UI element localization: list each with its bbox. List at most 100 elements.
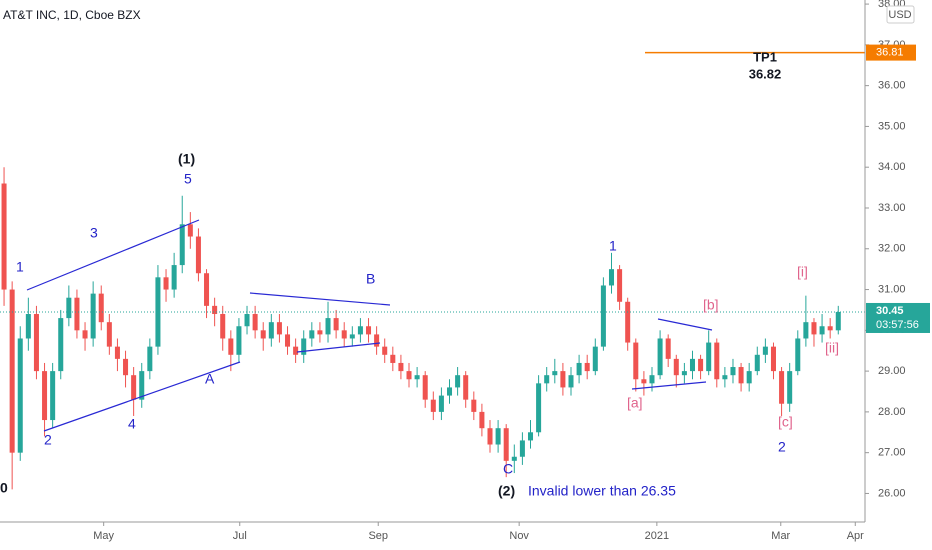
wave-label: 0 — [0, 480, 8, 496]
candle-body — [592, 346, 598, 372]
candle-body — [317, 330, 323, 335]
candle-body — [608, 269, 615, 286]
plot-area — [0, 51, 865, 490]
candle-body — [422, 375, 428, 400]
candle-body — [754, 354, 760, 372]
candle-body — [479, 411, 485, 429]
candle-body — [438, 395, 444, 412]
wave-label: 2 — [778, 439, 786, 455]
trend-line — [43, 361, 241, 432]
candle-body — [285, 334, 291, 347]
candle-body — [187, 224, 193, 237]
candle-body — [220, 314, 226, 339]
candle-body — [600, 285, 606, 347]
trend-line — [26, 219, 200, 291]
candle-body — [155, 277, 161, 347]
candle-body — [511, 456, 517, 461]
candle-body — [779, 371, 785, 404]
price-tags: 30.45 03:57:56 36.81 — [866, 44, 930, 333]
wave-label: A — [205, 371, 215, 387]
wave-label: (1) — [178, 151, 195, 167]
candle-body — [341, 330, 347, 339]
candle-body — [722, 375, 728, 380]
wave-label: B — [366, 271, 375, 287]
candle-body — [819, 326, 825, 335]
candle-body — [131, 375, 137, 400]
x-tick-label: Mar — [771, 530, 790, 542]
countdown: 03:57:56 — [876, 319, 919, 331]
currency: USD — [888, 9, 911, 21]
candle-body — [98, 293, 104, 323]
candle-body — [179, 224, 185, 266]
trend-line — [631, 381, 707, 390]
candle-body — [455, 375, 461, 388]
wave-label: [i] — [797, 264, 808, 280]
wave-label: 3 — [90, 225, 98, 241]
candle-body — [471, 399, 477, 412]
candle-body — [730, 367, 736, 376]
candle-body — [58, 318, 64, 372]
candle-body — [268, 322, 274, 339]
currency-box — [886, 5, 915, 24]
candle-body — [681, 371, 687, 376]
candle-body — [17, 338, 23, 453]
tp-label: TP1 — [753, 49, 777, 64]
candle-body — [66, 297, 72, 319]
candle-body — [309, 330, 315, 339]
wave-label: [ii] — [825, 340, 839, 356]
y-tick-label: 31.00 — [878, 283, 906, 295]
last-price-label: 30.45 — [876, 305, 904, 317]
candle-body — [544, 375, 550, 384]
candle-body — [762, 346, 768, 355]
candle-body — [787, 371, 793, 404]
candle-body — [536, 383, 542, 433]
candle-body — [576, 362, 582, 376]
tp-price-label: 36.81 — [876, 47, 904, 59]
candle-body — [641, 379, 647, 384]
candle-body — [276, 322, 282, 335]
x-tick-label: Jul — [233, 530, 247, 542]
candle-body — [746, 371, 752, 384]
candle-body — [163, 277, 169, 290]
candle-body — [74, 297, 80, 331]
y-tick-label: 36.00 — [878, 80, 906, 92]
candle-body — [463, 375, 469, 400]
candle-body — [147, 346, 153, 372]
tp-tag — [866, 44, 916, 61]
candle-body — [584, 362, 590, 372]
wave-label: 1 — [609, 238, 617, 254]
wave-label: 2 — [44, 432, 52, 448]
wave-label: (2) — [498, 483, 515, 499]
candle-body — [366, 326, 372, 335]
candle-body — [50, 371, 56, 421]
price-axis — [865, 0, 932, 550]
candle-body — [293, 346, 299, 355]
candle-body — [552, 371, 558, 376]
candle-body — [260, 330, 266, 339]
candle-body — [33, 314, 39, 372]
trend-line — [249, 292, 391, 306]
candle-body — [139, 371, 145, 400]
last-price-tag — [866, 302, 930, 333]
candle-body — [827, 326, 833, 331]
candle-body — [398, 362, 404, 372]
candle-body — [770, 346, 776, 372]
candle-body — [503, 428, 509, 461]
y-tick-label: 28.00 — [878, 406, 906, 418]
x-tick-label: Nov — [509, 530, 529, 542]
candle-body — [390, 354, 396, 363]
candle-body — [430, 399, 436, 412]
wave-label: 4 — [128, 416, 136, 432]
candle-body — [673, 358, 679, 376]
y-tick-label: 34.00 — [878, 161, 906, 173]
candle-body — [244, 314, 250, 327]
wave-label: C — [503, 461, 513, 477]
candle-body — [811, 322, 817, 335]
wave-label: [c] — [778, 414, 793, 430]
y-tick-label: 35.00 — [878, 120, 906, 132]
candle-body — [349, 334, 355, 339]
y-tick-label: 26.00 — [878, 487, 906, 499]
wave-label: [a] — [627, 395, 643, 411]
candle-body — [195, 236, 201, 274]
